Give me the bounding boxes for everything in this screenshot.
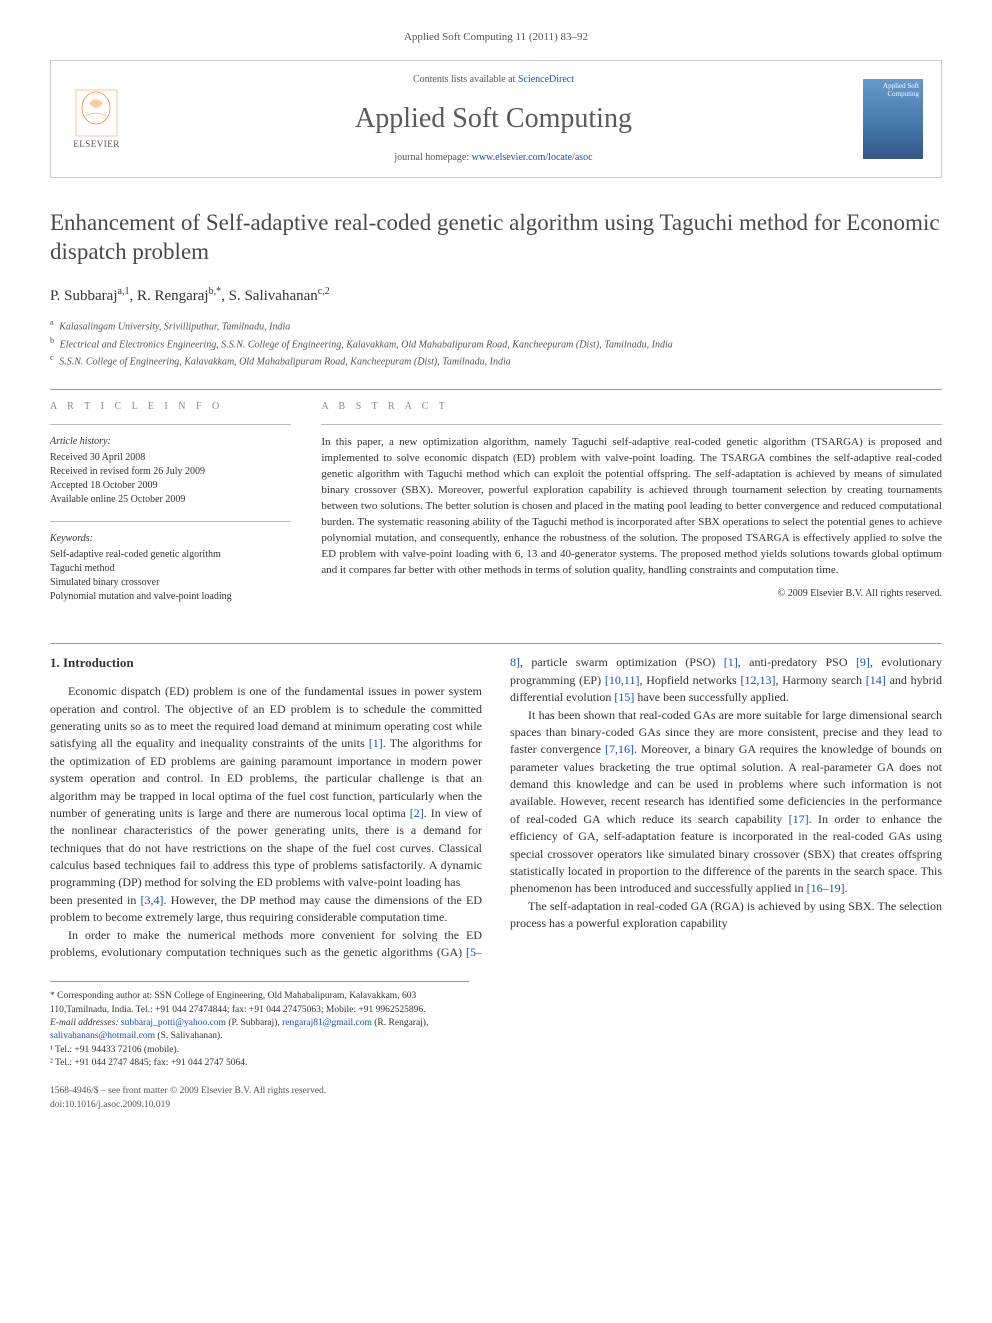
journal-name: Applied Soft Computing — [124, 99, 863, 138]
keyword: Polynomial mutation and valve-point load… — [50, 590, 291, 604]
affiliation-c: c S.S.N. College of Engineering, Kalavak… — [50, 352, 942, 369]
footnote-1: ¹ Tel.: +91 94433 72106 (mobile). — [50, 1044, 469, 1057]
email-name: (S. Salivahanan). — [157, 1031, 222, 1041]
section-1-heading: 1. Introduction — [50, 654, 482, 673]
journal-banner: ELSEVIER Contents lists available at Sci… — [50, 60, 942, 177]
ref-link[interactable]: [7,16] — [605, 742, 634, 756]
contents-prefix: Contents lists available at — [413, 74, 518, 85]
history-label: Article history: — [50, 435, 291, 449]
email-link[interactable]: salivahanans@hotmail.com — [50, 1031, 155, 1041]
header-citation: Applied Soft Computing 11 (2011) 83–92 — [50, 30, 942, 45]
homepage-prefix: journal homepage: — [394, 152, 471, 163]
sciencedirect-link[interactable]: ScienceDirect — [518, 74, 574, 85]
ref-link[interactable]: [9] — [856, 655, 870, 669]
ref-link[interactable]: [14] — [866, 673, 886, 687]
email-link[interactable]: rengaraj81@gmail.com — [282, 1018, 372, 1028]
keywords-label: Keywords: — [50, 532, 291, 546]
affiliations: a Kalasalingam University, Srivilliputhu… — [50, 317, 942, 369]
affiliation-b: b Electrical and Electronics Engineering… — [50, 335, 942, 352]
history-line: Received 30 April 2008 — [50, 451, 291, 465]
history-line: Received in revised form 26 July 2009 — [50, 465, 291, 479]
journal-cover-thumbnail: Applied Soft Computing — [863, 79, 923, 159]
footnotes: * Corresponding author at: SSN College o… — [50, 981, 469, 1070]
keyword: Self-adaptive real-coded genetic algorit… — [50, 548, 291, 562]
keyword: Taguchi method — [50, 562, 291, 576]
info-divider — [50, 521, 291, 522]
article-info-heading: a r t i c l e i n f o — [50, 400, 291, 414]
contents-available-line: Contents lists available at ScienceDirec… — [124, 73, 863, 87]
footer-meta: 1568-4946/$ – see front matter © 2009 El… — [50, 1085, 942, 1112]
ref-link[interactable]: [3,4] — [141, 893, 164, 907]
divider — [50, 389, 942, 390]
article-info-column: a r t i c l e i n f o Article history: R… — [50, 400, 291, 618]
ref-link[interactable]: [2] — [410, 806, 424, 820]
history-line: Available online 25 October 2009 — [50, 493, 291, 507]
divider — [50, 643, 942, 644]
banner-left: ELSEVIER — [69, 86, 124, 151]
footnote-2: ² Tel.: +91 044 2747 4845; fax: +91 044 … — [50, 1057, 469, 1070]
ref-link[interactable]: [1] — [369, 736, 383, 750]
elsevier-logo: ELSEVIER — [69, 86, 124, 151]
ref-link[interactable]: [17] — [789, 812, 809, 826]
publisher-name: ELSEVIER — [73, 138, 120, 151]
abstract-divider — [321, 424, 942, 425]
keyword: Simulated binary crossover — [50, 576, 291, 590]
abstract-column: a b s t r a c t In this paper, a new opt… — [321, 400, 942, 618]
email-label: E-mail addresses: — [50, 1018, 119, 1028]
body-two-column: 1. Introduction Economic dispatch (ED) p… — [50, 654, 942, 961]
abstract-heading: a b s t r a c t — [321, 400, 942, 414]
cover-title: Applied Soft Computing — [867, 83, 919, 98]
banner-center: Contents lists available at ScienceDirec… — [124, 73, 863, 164]
email-name: (R. Rengaraj), — [374, 1018, 428, 1028]
ref-link[interactable]: [1] — [724, 655, 738, 669]
keywords-block: Keywords: Self-adaptive real-coded genet… — [50, 532, 291, 604]
email-name: (P. Subbaraj), — [228, 1018, 279, 1028]
authors-line: P. Subbaraja,1, R. Rengarajb,*, S. Saliv… — [50, 285, 942, 307]
ref-link[interactable]: [16–19] — [807, 881, 845, 895]
info-divider — [50, 424, 291, 425]
info-abstract-row: a r t i c l e i n f o Article history: R… — [50, 400, 942, 618]
abstract-copyright: © 2009 Elsevier B.V. All rights reserved… — [321, 587, 942, 601]
body-paragraph: been presented in [3,4]. However, the DP… — [50, 892, 482, 927]
abstract-text: In this paper, a new optimization algori… — [321, 435, 942, 578]
email-link[interactable]: subbaraj_potti@yahoo.com — [121, 1018, 226, 1028]
homepage-link[interactable]: www.elsevier.com/locate/asoc — [472, 152, 593, 163]
history-line: Accepted 18 October 2009 — [50, 479, 291, 493]
affiliation-a: a Kalasalingam University, Srivilliputhu… — [50, 317, 942, 334]
ref-link[interactable]: [12,13] — [740, 673, 775, 687]
body-paragraph: It has been shown that real-coded GAs ar… — [510, 707, 942, 898]
article-title: Enhancement of Self-adaptive real-coded … — [50, 208, 942, 268]
email-addresses: E-mail addresses: subbaraj_potti@yahoo.c… — [50, 1017, 469, 1044]
ref-link[interactable]: [15] — [614, 690, 634, 704]
ref-link[interactable]: [10,11] — [605, 673, 640, 687]
issn-copyright-line: 1568-4946/$ – see front matter © 2009 El… — [50, 1085, 942, 1098]
body-paragraph: Economic dispatch (ED) problem is one of… — [50, 683, 482, 892]
homepage-line: journal homepage: www.elsevier.com/locat… — [124, 151, 863, 165]
body-paragraph: The self-adaptation in real-coded GA (RG… — [510, 898, 942, 933]
corresponding-author-note: * Corresponding author at: SSN College o… — [50, 990, 469, 1017]
article-history-block: Article history: Received 30 April 2008 … — [50, 435, 291, 507]
doi-line: doi:10.1016/j.asoc.2009.10.019 — [50, 1099, 942, 1112]
